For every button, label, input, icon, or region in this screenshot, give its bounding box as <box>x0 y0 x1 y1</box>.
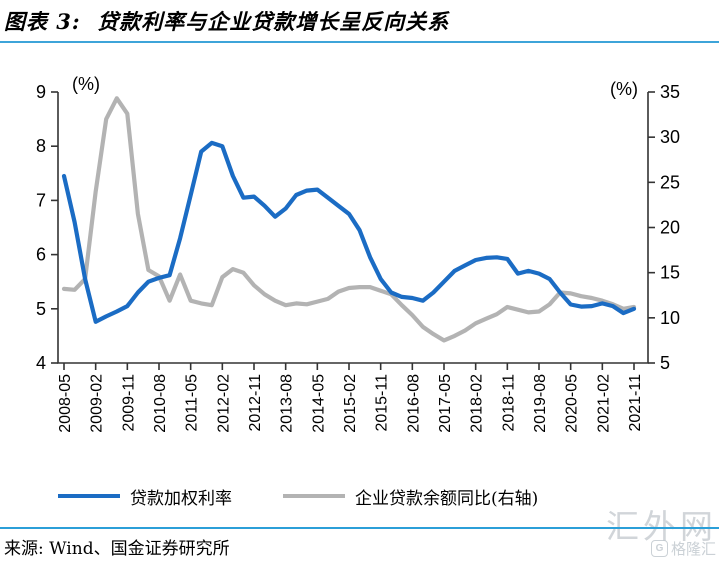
svg-text:25: 25 <box>660 172 680 192</box>
corp-loan-line-swatch <box>283 494 345 498</box>
svg-text:2009-02: 2009-02 <box>89 374 106 433</box>
axes <box>51 91 655 370</box>
svg-text:4: 4 <box>36 353 46 373</box>
legend-item-corp-loan-yoy: 企业贷款余额同比(右轴) <box>283 484 539 509</box>
source-note: 来源: Wind、国金证券研究所 <box>4 539 230 559</box>
svg-text:5: 5 <box>36 299 46 319</box>
svg-text:2020-05: 2020-05 <box>564 374 581 433</box>
series-corporate-loan-balance-yoy <box>61 96 637 343</box>
svg-text:2012-11: 2012-11 <box>247 374 264 432</box>
svg-text:2014-05: 2014-05 <box>310 374 327 433</box>
footer-divider-line <box>0 527 719 529</box>
svg-text:2011-05: 2011-05 <box>184 374 201 432</box>
svg-text:9: 9 <box>36 82 46 102</box>
svg-text:2018-11: 2018-11 <box>500 374 517 432</box>
right-axis-unit-label: (%) <box>610 79 638 99</box>
watermark-primary: 汇外网 <box>606 507 717 546</box>
svg-text:2017-05: 2017-05 <box>437 374 454 433</box>
svg-text:2013-08: 2013-08 <box>279 374 296 433</box>
svg-text:2012-02: 2012-02 <box>215 374 232 433</box>
watermark-secondary: G 格隆汇 <box>650 538 716 559</box>
legend: 贷款加权利率 企业贷款余额同比(右轴) <box>0 484 719 510</box>
svg-text:30: 30 <box>660 127 680 147</box>
loan-rate-line-swatch <box>58 494 120 498</box>
watermark-secondary-text: 格隆汇 <box>670 540 716 558</box>
svg-text:2015-02: 2015-02 <box>342 374 359 433</box>
svg-text:2010-08: 2010-08 <box>152 374 169 433</box>
watermark-logo-icon: G <box>650 540 668 557</box>
svg-text:8: 8 <box>36 136 46 156</box>
svg-text:2019-08: 2019-08 <box>532 374 549 433</box>
series-weighted-loan-rate <box>61 140 637 324</box>
svg-text:10: 10 <box>660 308 680 328</box>
svg-text:2018-02: 2018-02 <box>469 374 486 433</box>
right-axis-tick-labels: 35 30 25 20 15 10 5 <box>660 82 680 373</box>
legend-item-loan-rate: 贷款加权利率 <box>58 484 232 509</box>
svg-text:20: 20 <box>660 218 680 238</box>
left-axis-unit-label: (%) <box>72 74 100 94</box>
title-divider-line <box>0 41 719 43</box>
svg-text:2021-11: 2021-11 <box>627 374 644 432</box>
left-axis-tick-labels: 9 8 7 6 5 4 <box>36 82 46 373</box>
corp-loan-legend-label: 企业贷款余额同比(右轴) <box>355 488 539 509</box>
svg-text:15: 15 <box>660 263 680 283</box>
svg-text:2021-02: 2021-02 <box>595 374 612 433</box>
svg-text:7: 7 <box>36 190 46 210</box>
page-title: 图表 3: 贷款利率与企业贷款增长呈反向关系 <box>4 9 450 34</box>
svg-text:2009-11: 2009-11 <box>120 374 137 432</box>
x-axis-tick-labels: 2008-05 2009-02 2009-11 2010-08 2011-05 2012-… <box>57 374 644 433</box>
svg-text:6: 6 <box>36 245 46 265</box>
svg-text:5: 5 <box>660 353 670 373</box>
svg-text:2008-05: 2008-05 <box>57 374 74 433</box>
svg-text:2016-08: 2016-08 <box>405 374 422 433</box>
loan-rate-legend-label: 贷款加权利率 <box>130 488 232 509</box>
svg-text:35: 35 <box>660 82 680 102</box>
svg-text:2015-11: 2015-11 <box>374 374 391 432</box>
